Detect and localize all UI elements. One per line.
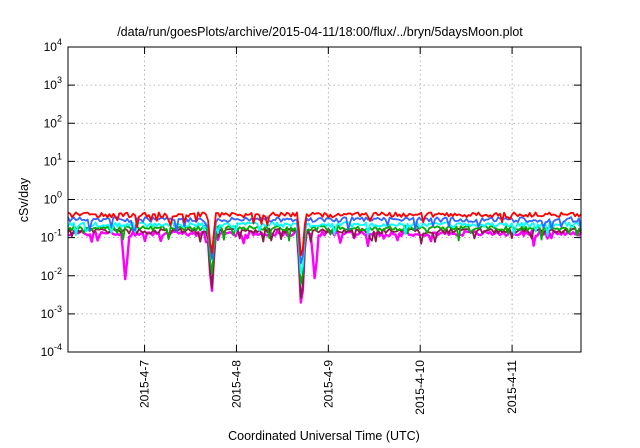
series-line [67, 221, 582, 275]
y-tick-label: 10-2 [41, 266, 62, 283]
series-line [67, 227, 582, 299]
x-tick-label: 2015-4-7 [138, 360, 152, 408]
series-line [67, 211, 582, 257]
y-tick-label: 10-3 [41, 304, 62, 321]
y-tick-label: 103 [44, 75, 62, 92]
y-tick-label: 10-1 [41, 228, 62, 245]
y-axis-label: cSv/day [17, 177, 31, 222]
y-tick-label: 104 [44, 37, 62, 54]
x-tick-label: 2015-4-11 [505, 360, 519, 414]
y-tick-label: 101 [44, 151, 62, 168]
series-line [67, 224, 582, 285]
y-axis: 10-4 10-3 10-2 10-1 100 101 102 103 104 [41, 37, 581, 359]
x-axis: 2015-4-7 2015-4-8 2015-4-9 2015-4-10 2015-4-… [138, 47, 519, 415]
x-tick-label: 2015-4-8 [229, 360, 243, 408]
y-tick-label: 102 [44, 113, 62, 130]
y-tick-label: 10-4 [41, 342, 62, 359]
series-line [67, 216, 582, 265]
series-lines [67, 211, 583, 304]
x-tick-label: 2015-4-9 [321, 360, 335, 408]
x-tick-label: 2015-4-10 [413, 360, 427, 415]
series-line [67, 229, 583, 304]
x-axis-label: Coordinated Universal Time (UTC) [228, 429, 420, 443]
grid [68, 47, 581, 352]
y-tick-label: 100 [44, 190, 62, 207]
chart-title: /data/run/goesPlots/archive/2015-04-11/1… [117, 25, 523, 39]
